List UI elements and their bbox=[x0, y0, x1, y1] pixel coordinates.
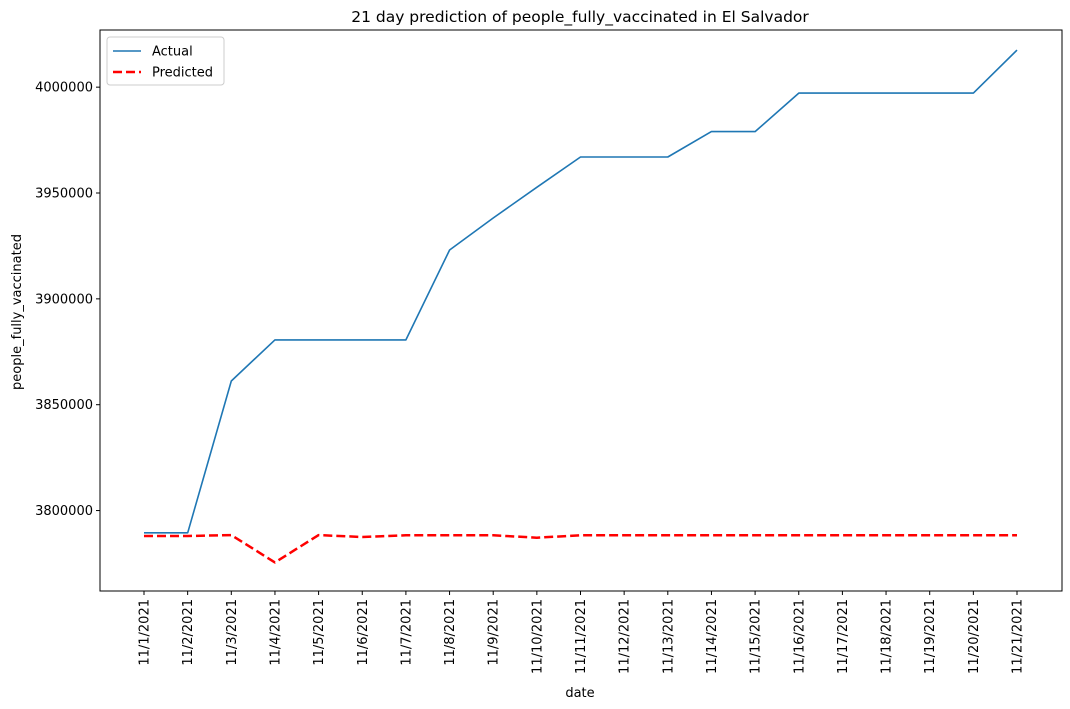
x-tick-label: 11/8/2021 bbox=[443, 599, 458, 666]
y-tick-label: 3800000 bbox=[35, 504, 93, 519]
x-tick-label: 11/11/2021 bbox=[574, 599, 589, 674]
x-tick-label: 11/6/2021 bbox=[356, 599, 371, 666]
series-line-predicted bbox=[144, 533, 1017, 564]
x-tick-label: 11/2/2021 bbox=[181, 599, 196, 666]
x-tick-label: 11/1/2021 bbox=[138, 599, 153, 666]
legend-label-predicted: Predicted bbox=[152, 66, 213, 81]
x-tick-label: 11/19/2021 bbox=[923, 599, 938, 674]
x-tick-label: 11/20/2021 bbox=[967, 599, 982, 674]
x-tick-label: 11/4/2021 bbox=[268, 599, 283, 666]
y-tick-label: 4000000 bbox=[35, 81, 93, 96]
plot-area-frame bbox=[99, 29, 1063, 592]
x-tick-label: 11/5/2021 bbox=[312, 599, 327, 666]
x-tick-label: 11/12/2021 bbox=[618, 599, 633, 674]
series-lines bbox=[144, 49, 1018, 564]
legend-label-actual: Actual bbox=[152, 45, 193, 60]
legend-frame bbox=[106, 36, 225, 86]
x-tick-label: 11/13/2021 bbox=[661, 599, 676, 674]
x-tick-label: 11/7/2021 bbox=[399, 599, 414, 666]
x-axis-label: date bbox=[565, 686, 594, 701]
x-tick-label: 11/3/2021 bbox=[225, 599, 240, 666]
x-tick-label: 11/17/2021 bbox=[836, 599, 851, 674]
y-axis: 3800000 3850000 3900000 3950000 4000000 bbox=[35, 81, 100, 519]
y-axis-label: people_fully_vaccinated bbox=[10, 234, 25, 390]
x-axis: 11/1/2021 11/2/2021 11/3/2021 11/4/2021 11/5… bbox=[138, 591, 1026, 674]
series-line-actual bbox=[144, 49, 1018, 534]
x-tick-label: 11/10/2021 bbox=[530, 599, 545, 674]
y-tick-label: 3850000 bbox=[35, 398, 93, 413]
chart-title: 21 day prediction of people_fully_vaccin… bbox=[351, 8, 809, 27]
x-tick-label: 11/9/2021 bbox=[487, 599, 502, 666]
x-tick-label: 11/18/2021 bbox=[880, 599, 895, 674]
x-tick-label: 11/16/2021 bbox=[792, 599, 807, 674]
y-tick-label: 3900000 bbox=[35, 292, 93, 307]
y-tick-label: 3950000 bbox=[35, 187, 93, 202]
legend: Actual Predicted bbox=[106, 36, 225, 86]
x-tick-label: 11/14/2021 bbox=[705, 599, 720, 674]
x-tick-label: 11/15/2021 bbox=[749, 599, 764, 674]
x-tick-label: 11/21/2021 bbox=[1011, 599, 1026, 674]
